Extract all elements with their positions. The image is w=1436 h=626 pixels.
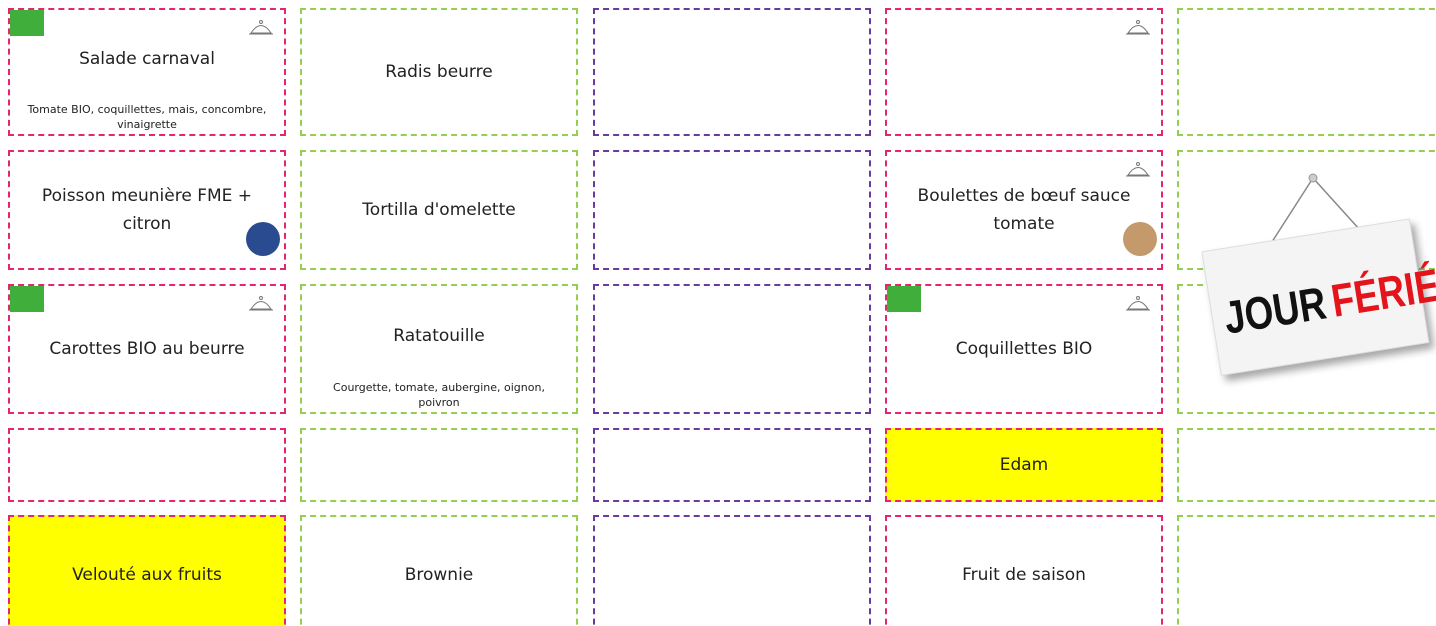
dish-title: Carottes BIO au beurre xyxy=(49,339,245,359)
dish-description: Tomate BIO, coquillettes, mais, concombr… xyxy=(27,103,267,131)
dish-title: Fruit de saison xyxy=(962,565,1086,585)
cloche-icon xyxy=(248,16,274,42)
dish-title: Brownie xyxy=(404,565,474,585)
menu-cell xyxy=(1177,515,1436,626)
menu-cell xyxy=(593,8,871,136)
menu-cell: Tortilla d'omelette xyxy=(300,150,578,270)
cloche-icon xyxy=(1125,158,1151,184)
menu-cell xyxy=(593,284,871,414)
cloche-icon xyxy=(1125,16,1151,42)
menu-cell: Poisson meunière FME + citron xyxy=(8,150,286,270)
dish-description: Courgette, tomate, aubergine, oignon, po… xyxy=(333,381,545,409)
fme-logo xyxy=(246,222,280,256)
menu-cell xyxy=(593,150,871,270)
dish-title: Tortilla d'omelette xyxy=(362,200,516,220)
menu-cell xyxy=(593,515,871,626)
cloche-icon xyxy=(248,292,274,318)
organic-badge xyxy=(887,286,921,312)
quality-logo xyxy=(1123,222,1157,256)
menu-cell: Ratatouille Courgette, tomate, aubergine,… xyxy=(300,284,578,414)
dish-title: Poisson meunière FME + citron xyxy=(41,186,253,234)
menu-cell: Salade carnaval Tomate BIO, coquillettes,… xyxy=(8,8,286,136)
menu-cell: Velouté aux fruits xyxy=(8,515,286,626)
menu-cell xyxy=(8,428,286,502)
menu-cell: Coquillettes BIO xyxy=(885,284,1163,414)
organic-badge xyxy=(10,286,44,312)
cloche-icon xyxy=(1125,292,1151,318)
menu-cell: Carottes BIO au beurre xyxy=(8,284,286,414)
organic-badge xyxy=(10,10,44,36)
menu-cell: Fruit de saison xyxy=(885,515,1163,626)
dish-title: Velouté aux fruits xyxy=(72,565,222,585)
dish-title: Salade carnaval xyxy=(79,49,215,69)
menu-cell xyxy=(885,8,1163,136)
menu-cell: Boulettes de bœuf sauce tomate xyxy=(885,150,1163,270)
menu-cell: Brownie xyxy=(300,515,578,626)
menu-cell: Edam xyxy=(885,428,1163,502)
menu-cell xyxy=(1177,8,1436,136)
menu-cell: Radis beurre xyxy=(300,8,578,136)
menu-cell xyxy=(300,428,578,502)
menu-cell xyxy=(593,428,871,502)
dish-title: Edam xyxy=(999,455,1049,475)
dish-title: Coquillettes BIO xyxy=(955,339,1093,359)
holiday-sign: JOURFÉRIÉ xyxy=(1201,173,1436,376)
dish-title: Boulettes de bœuf sauce tomate xyxy=(917,186,1131,234)
dish-title: Radis beurre xyxy=(385,62,493,82)
menu-cell xyxy=(1177,428,1436,502)
dish-title: Ratatouille xyxy=(393,326,485,346)
